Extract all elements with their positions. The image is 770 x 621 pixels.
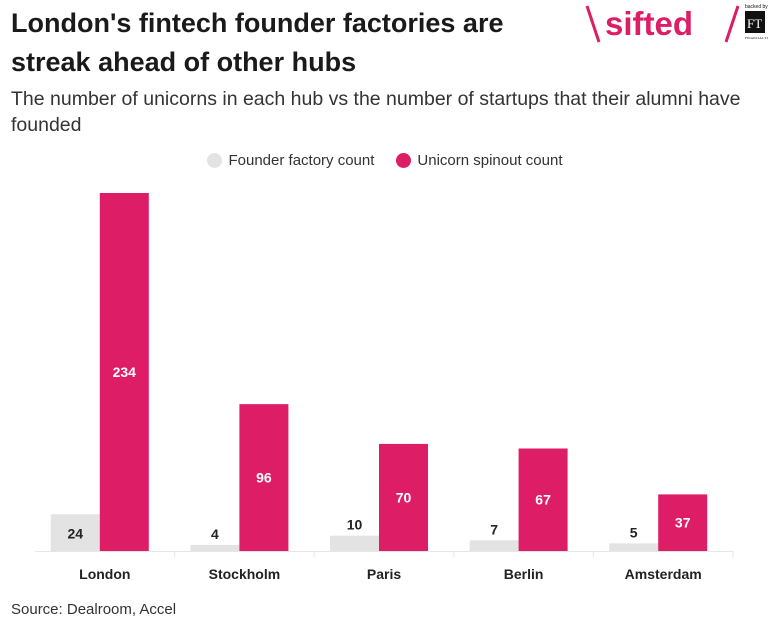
svg-text:sifted: sifted — [605, 5, 693, 42]
x-tick-label: Stockholm — [209, 566, 281, 582]
bar-unicorn[interactable] — [518, 448, 568, 551]
bar-founder[interactable] — [330, 535, 379, 551]
bar-founder[interactable] — [609, 543, 659, 551]
data-label: 96 — [256, 470, 272, 486]
legend-label: Founder factory count — [228, 152, 375, 169]
x-tick-label: London — [79, 566, 130, 582]
legend-swatch-unicorn — [396, 153, 412, 168]
x-tick-label: Amsterdam — [625, 566, 702, 582]
data-label: 67 — [535, 492, 551, 508]
legend-label: Unicorn spinout count — [417, 152, 563, 169]
chart-title: London's fintech founder factories are s… — [11, 8, 504, 77]
legend-swatch-founder — [207, 153, 223, 168]
svg-text:FT: FT — [747, 16, 762, 31]
legend: Founder factory count Unicorn spinout co… — [0, 152, 770, 169]
x-tick-label: Berlin — [504, 566, 544, 582]
source-note: Source: Dealroom, Accel — [11, 601, 177, 618]
data-label: 5 — [630, 524, 638, 540]
data-label: 37 — [675, 515, 691, 531]
bar-founder[interactable] — [50, 514, 100, 551]
bar-founder[interactable] — [190, 544, 240, 551]
legend-founder[interactable]: Founder factory count — [207, 152, 374, 169]
bar-unicorn[interactable] — [379, 443, 428, 551]
bar-unicorn[interactable] — [99, 193, 149, 551]
data-label: 70 — [396, 489, 412, 505]
svg-text:FINANCIAL TIMES: FINANCIAL TIMES — [745, 36, 768, 40]
x-tick-label: Paris — [367, 566, 401, 582]
data-label: 4 — [211, 526, 219, 542]
data-label: 234 — [113, 364, 137, 380]
bar-unicorn[interactable] — [658, 494, 708, 551]
legend-unicorn[interactable]: Unicorn spinout count — [396, 152, 563, 169]
data-label: 10 — [347, 517, 363, 533]
bar-unicorn[interactable] — [239, 404, 289, 551]
sifted-logo: sifted backed by FT FINANCIAL TIMES — [585, 4, 768, 43]
data-label: 24 — [68, 526, 84, 542]
chart-subtitle: The number of unicorns in each hub vs th… — [11, 88, 741, 136]
data-label: 7 — [490, 521, 498, 537]
svg-text:backed by: backed by — [745, 4, 768, 10]
bar-founder[interactable] — [469, 540, 519, 551]
